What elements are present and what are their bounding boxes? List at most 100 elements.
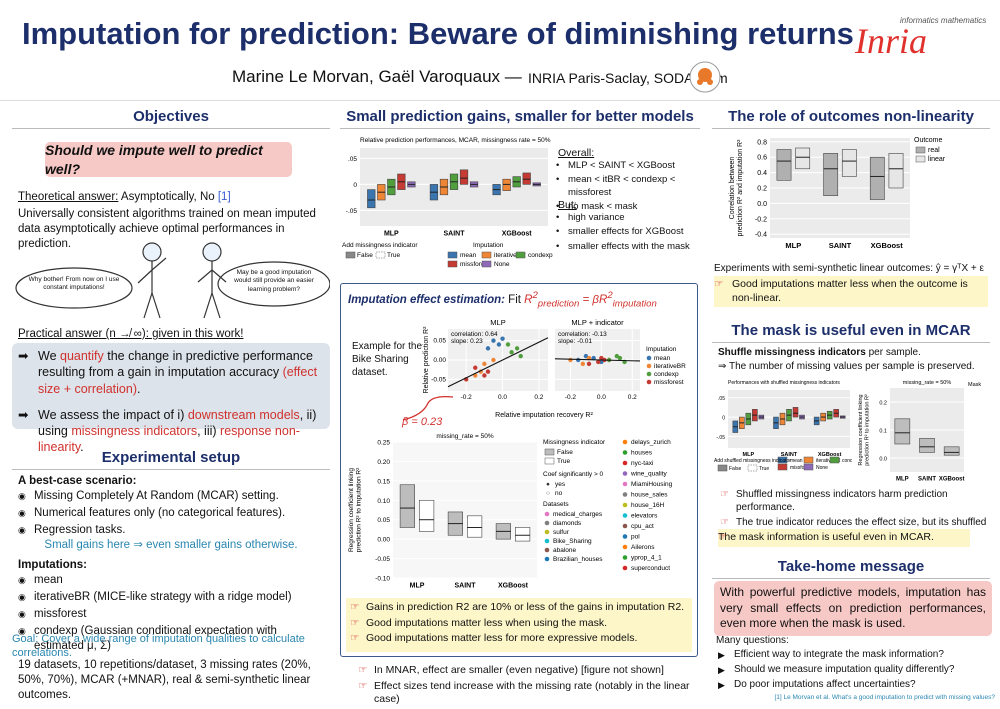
symbol: imputation xyxy=(612,298,657,310)
symbol: prediction xyxy=(537,298,580,310)
key-points: We quantify the change in predictive per… xyxy=(18,348,328,466)
y-tick-label: .05 xyxy=(348,156,357,163)
x-tick-label: 0.2 xyxy=(534,394,543,401)
list-item: Effect sizes tend increase with the miss… xyxy=(358,680,698,707)
y-tick-label: 0.0 xyxy=(879,457,887,463)
list-item: In MNAR, effect are smaller (even negati… xyxy=(358,664,698,678)
section-heading: Take-home message xyxy=(777,558,925,575)
legend-swatch xyxy=(481,260,492,268)
legend-label: condexp xyxy=(842,458,852,464)
paragraph: 19 datasets, 10 repetitions/dataset, 3 m… xyxy=(18,659,311,701)
y-tick-label: 0.05 xyxy=(377,517,390,524)
legend-marker xyxy=(622,513,628,518)
box xyxy=(823,153,839,196)
legend-label: mean xyxy=(790,458,803,464)
section-heading: The role of outcomes non-linearity xyxy=(728,108,974,125)
text: . xyxy=(80,440,84,455)
point xyxy=(491,338,496,343)
team-logo xyxy=(689,61,721,93)
list: Gains in prediction R2 are 10% or less o… xyxy=(350,601,690,648)
legend-title: Imputation xyxy=(646,346,677,353)
annotation: correlation: 0.64 xyxy=(451,331,498,338)
label: Imputations: xyxy=(18,559,87,571)
legend-swatch xyxy=(915,146,926,154)
emphasis: (effect size + correlation) xyxy=(38,365,318,396)
legend-title: Outcome xyxy=(914,137,943,144)
box xyxy=(367,189,376,209)
legend-marker xyxy=(544,520,550,526)
scatter-chart: MLP 0.05 0.00 -0.05 -0.2 0.0 0.2 correlation: 0… xyxy=(423,318,686,419)
point xyxy=(505,342,511,347)
legend-title: Mask xyxy=(968,382,981,388)
symbol: = βR xyxy=(579,293,608,306)
y-tick-label: 0 xyxy=(722,416,725,422)
formula: R2prediction = βR2imputation xyxy=(524,290,657,310)
caption: Example for the Bike Sharing dataset. xyxy=(352,341,423,378)
y-axis-label: Regression coefficient linking xyxy=(348,468,355,552)
legend-label: False xyxy=(729,466,741,472)
legend-swatch xyxy=(803,463,814,471)
symbol: R xyxy=(524,293,533,306)
legend-label: yes xyxy=(555,481,566,488)
point xyxy=(514,346,520,351)
x-tick-label: 0.0 xyxy=(498,394,507,401)
y-tick-label: 0.20 xyxy=(377,459,390,466)
label: Fit xyxy=(508,293,521,306)
legend-label: missforest xyxy=(790,465,813,471)
y-tick-label: -0.10 xyxy=(375,576,390,583)
x-axis-label: Imputation xyxy=(473,242,504,249)
cartoon xyxy=(15,242,330,319)
legend-marker xyxy=(622,481,628,487)
box xyxy=(795,147,811,170)
legend-title: Add missingness indicator xyxy=(342,242,418,249)
box-chart: 0.2 0.1 0.0 MLP SAINT XGBoost missing_rate = 5… xyxy=(858,380,981,483)
x-tick-label: MLP xyxy=(743,452,755,458)
symbol: 2 xyxy=(532,290,538,301)
x-tick-label: XGBoost xyxy=(818,452,842,458)
point xyxy=(568,357,573,363)
section-heading: Experimental setup xyxy=(101,449,241,466)
legend-marker xyxy=(646,355,652,361)
y-tick-label: 0.0 xyxy=(757,201,767,208)
legend-marker xyxy=(622,439,628,445)
point xyxy=(491,357,496,363)
legend-swatch xyxy=(375,251,386,259)
box-chart: .05 0 -.05 MLP SAINT XGBoost Performances with… xyxy=(714,380,852,472)
list-item: condexp (Gaussian conditional expectatio… xyxy=(18,624,328,654)
point xyxy=(485,346,491,351)
box xyxy=(888,153,904,189)
box xyxy=(399,484,415,528)
x-tick-label: SAINT xyxy=(444,231,466,238)
box xyxy=(459,169,469,185)
label: Many questions: xyxy=(716,635,789,646)
legend-label: yprop_4_1 xyxy=(631,555,662,562)
point xyxy=(496,342,502,347)
point xyxy=(482,373,487,378)
legend-label: None xyxy=(494,261,510,268)
point xyxy=(586,361,592,367)
x-tick-label: XGBoost xyxy=(939,477,965,483)
affiliation: INRIA Paris-Saclay, SODA team xyxy=(528,70,728,86)
y-tick-label: 0.1 xyxy=(879,429,887,435)
chart-subtitle: missing_rate = 50% xyxy=(436,433,493,440)
legend-label: pol xyxy=(631,534,640,541)
emphasis: Shuffle missingness indicators xyxy=(718,347,866,358)
legend-label: wine_quality xyxy=(630,471,668,478)
y-axis-label: Relative prediction R² xyxy=(423,326,430,394)
legend-label: iterativeBR xyxy=(654,363,686,370)
highlight: The mask information is useful even in M… xyxy=(718,529,970,547)
x-tick-label: 0.2 xyxy=(628,394,637,401)
x-tick-label: SAINT xyxy=(781,452,798,458)
legend-label: delays_zurich xyxy=(631,439,671,446)
legend-label: sulfur xyxy=(553,529,570,536)
legend-marker xyxy=(646,363,652,369)
citation: [1] xyxy=(217,191,231,203)
x-tick-label: MLP xyxy=(896,477,909,483)
point xyxy=(596,359,601,365)
x-tick-label: XGBoost xyxy=(498,583,529,590)
legend-label: True xyxy=(557,458,571,465)
beta: β = 0.23 xyxy=(402,416,443,428)
poster-title: Imputation for prediction: Beware of dim… xyxy=(22,16,854,51)
legend-title: Coef significantly > 0 xyxy=(543,471,604,478)
